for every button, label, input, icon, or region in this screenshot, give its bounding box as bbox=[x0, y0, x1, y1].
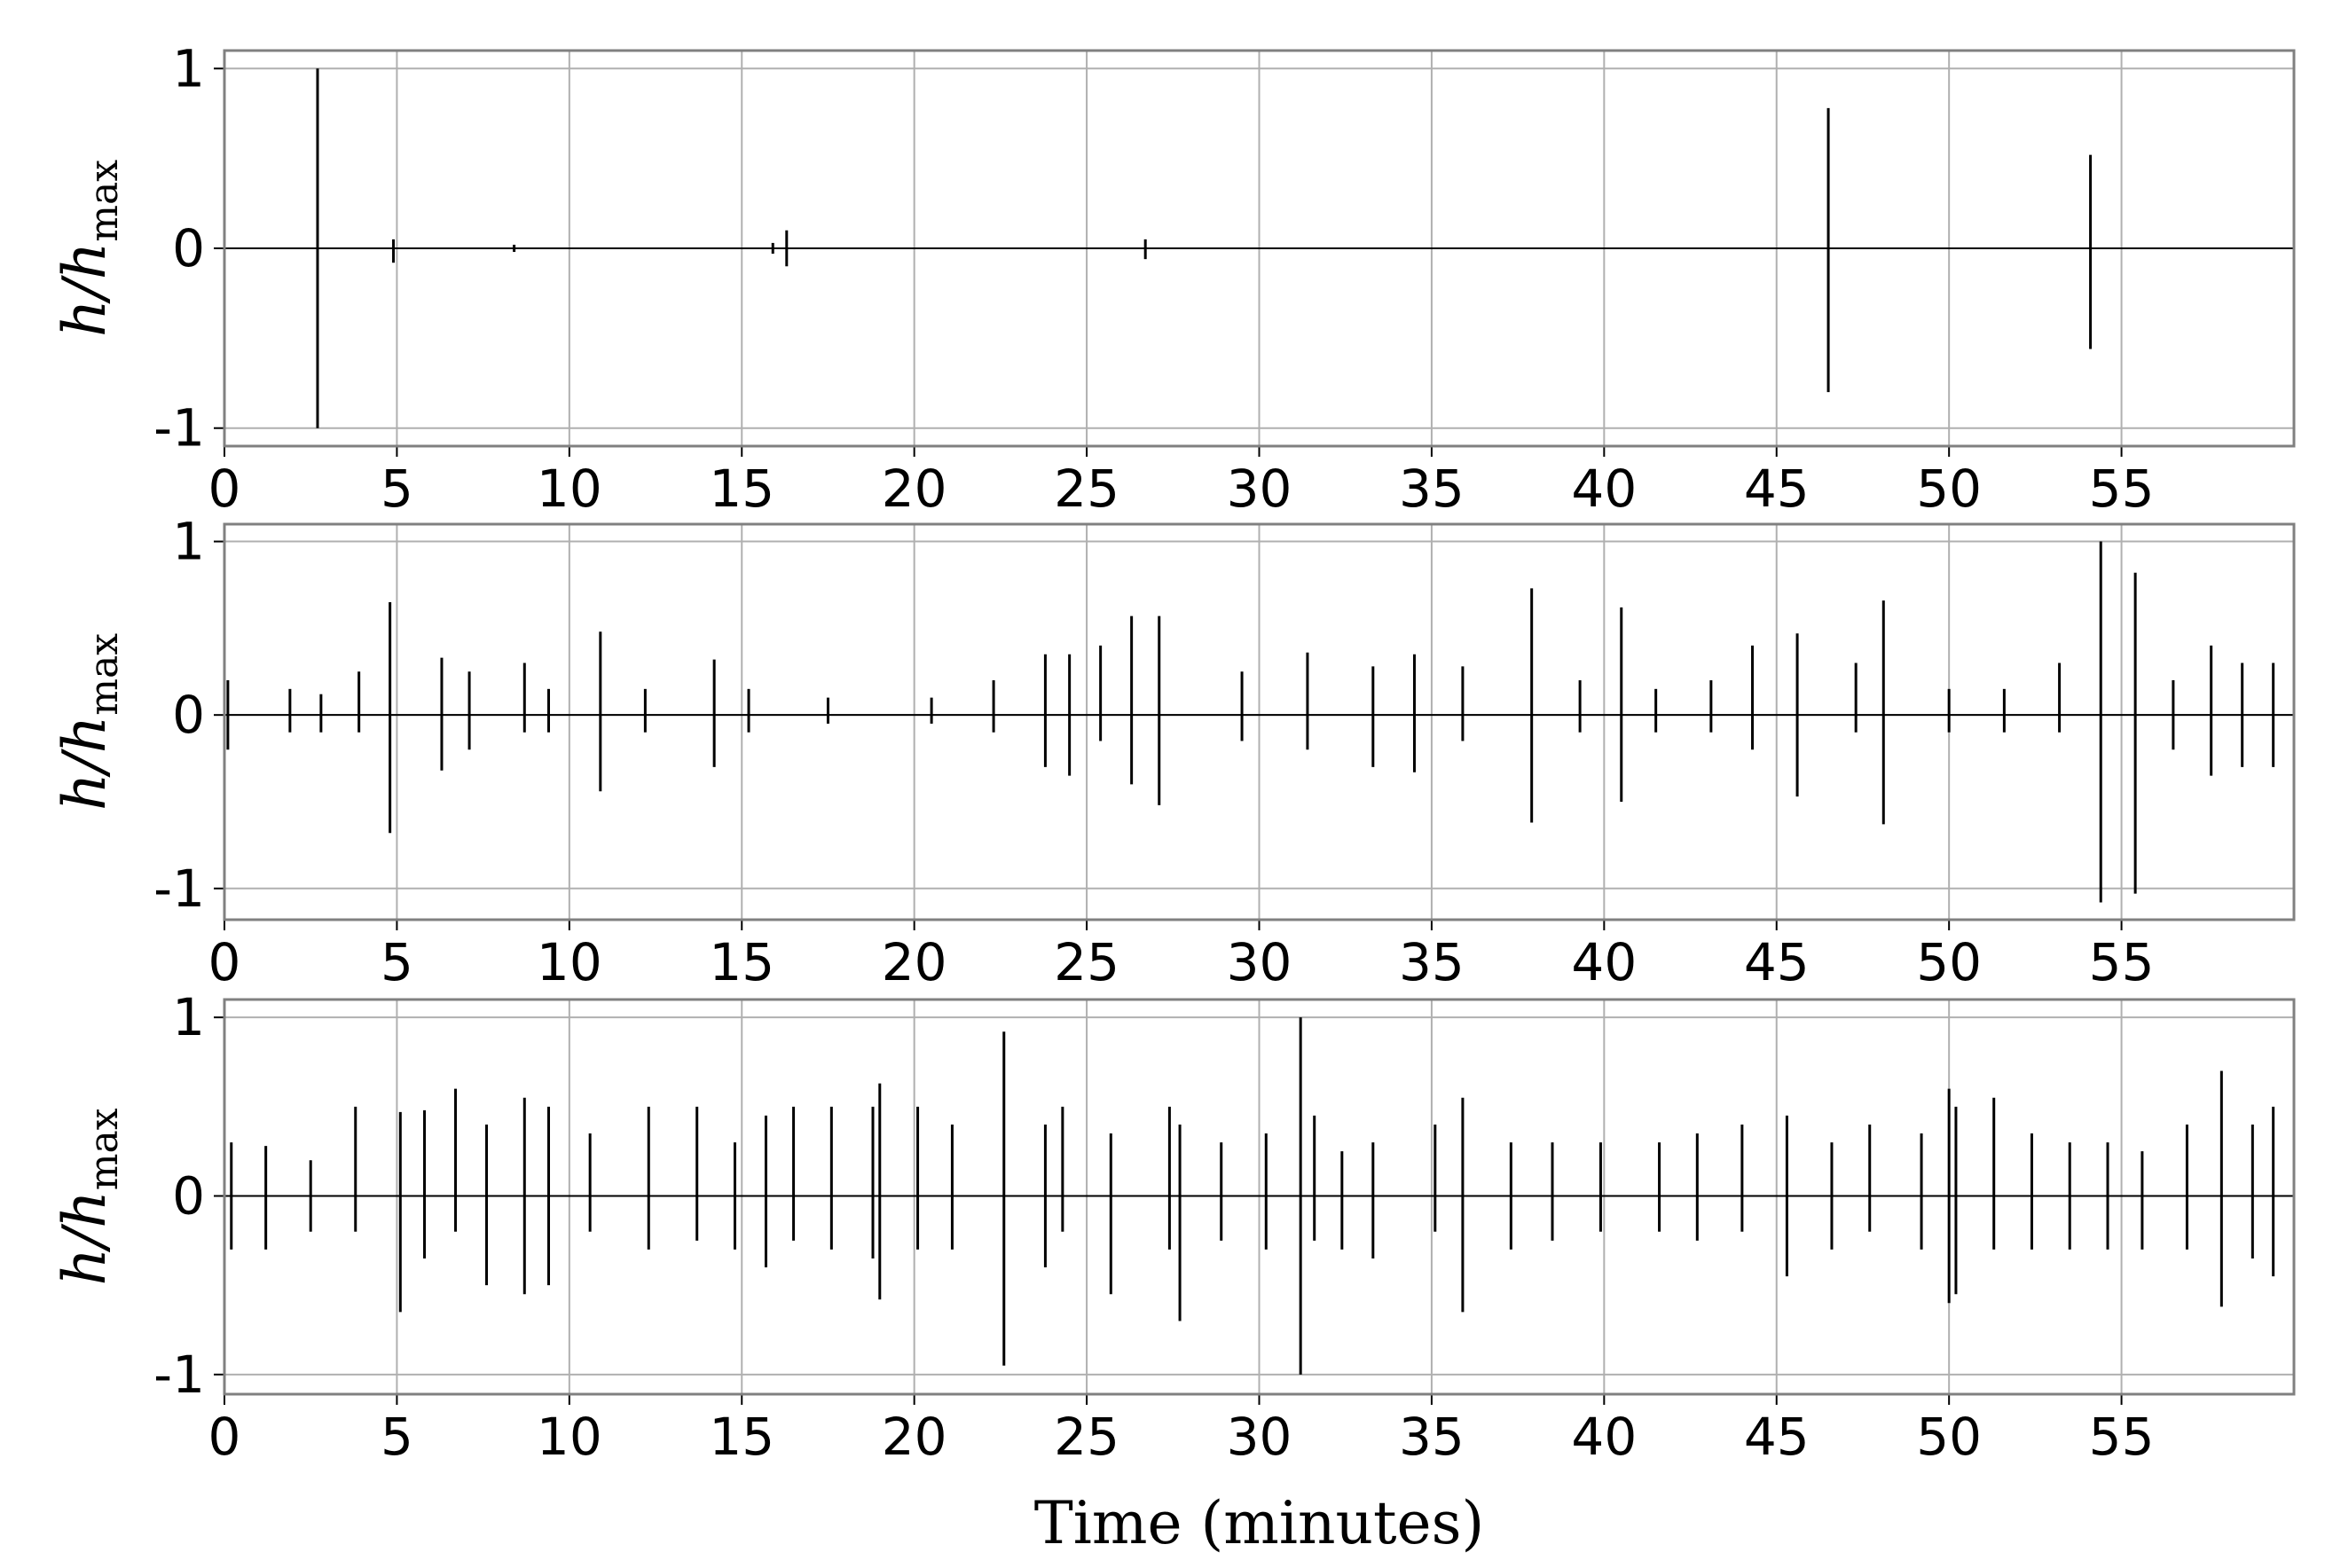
x-tick-label: 45 bbox=[1744, 459, 1810, 519]
x-tick-label: 40 bbox=[1571, 932, 1637, 992]
x-tick-label: 20 bbox=[882, 1407, 947, 1467]
x-tick-label: 40 bbox=[1571, 459, 1637, 519]
x-tick-label: 20 bbox=[882, 459, 947, 519]
y-tick-label: 0 bbox=[172, 685, 205, 745]
x-tick-label: 50 bbox=[1916, 932, 1982, 992]
x-tick-label: 0 bbox=[208, 1407, 241, 1467]
x-tick-label: 15 bbox=[709, 459, 774, 519]
y-label-sub: max bbox=[82, 633, 127, 716]
y-tick-label: -1 bbox=[153, 398, 205, 459]
x-axis-label: Time (minutes) bbox=[1034, 1489, 1484, 1557]
plot-frame bbox=[223, 998, 2296, 1396]
x-tick-label: 35 bbox=[1399, 459, 1465, 519]
x-tick-label: 30 bbox=[1227, 459, 1292, 519]
y-tick-label: 1 bbox=[172, 512, 205, 572]
plot-frame bbox=[223, 49, 2296, 448]
x-tick-label: 10 bbox=[537, 932, 602, 992]
x-tick-label: 5 bbox=[381, 932, 413, 992]
y-tick-label: 0 bbox=[172, 1165, 205, 1226]
x-tick-label: 40 bbox=[1571, 1407, 1637, 1467]
plot-frame bbox=[223, 522, 2296, 921]
x-tick-label: 35 bbox=[1399, 932, 1465, 992]
x-tick-label: 30 bbox=[1227, 1407, 1292, 1467]
x-tick-label: 5 bbox=[381, 459, 413, 519]
x-tick-label: 30 bbox=[1227, 932, 1292, 992]
y-tick-label: -1 bbox=[153, 1345, 205, 1405]
x-tick-label: 0 bbox=[208, 459, 241, 519]
y-tick-label: 0 bbox=[172, 218, 205, 278]
x-tick-label: 45 bbox=[1744, 1407, 1810, 1467]
x-tick-label: 25 bbox=[1054, 459, 1119, 519]
y-tick-label: 1 bbox=[172, 987, 205, 1047]
y-label-sub: max bbox=[82, 1108, 127, 1190]
x-tick-label: 5 bbox=[381, 1407, 413, 1467]
x-tick-label: 50 bbox=[1916, 459, 1982, 519]
x-tick-label: 55 bbox=[2089, 459, 2155, 519]
y-tick-label: -1 bbox=[153, 858, 205, 919]
x-tick-label: 10 bbox=[537, 459, 602, 519]
x-tick-label: 15 bbox=[709, 1407, 774, 1467]
x-tick-label: 20 bbox=[882, 932, 947, 992]
y-tick-label: 1 bbox=[172, 38, 205, 98]
x-tick-label: 55 bbox=[2089, 1407, 2155, 1467]
x-tick-label: 25 bbox=[1054, 932, 1119, 992]
x-tick-label: 55 bbox=[2089, 932, 2155, 992]
x-tick-label: 45 bbox=[1744, 932, 1810, 992]
y-axis-label: h/hmax bbox=[51, 1108, 127, 1285]
y-label-main: h/h bbox=[51, 242, 119, 337]
x-tick-label: 35 bbox=[1399, 1407, 1465, 1467]
y-label-sub: max bbox=[82, 160, 127, 242]
x-tick-label: 15 bbox=[709, 932, 774, 992]
y-axis-label: h/hmax bbox=[51, 160, 127, 337]
x-tick-label: 50 bbox=[1916, 1407, 1982, 1467]
y-label-main: h/h bbox=[51, 1190, 119, 1285]
x-tick-label: 10 bbox=[537, 1407, 602, 1467]
y-axis-label: h/hmax bbox=[51, 633, 127, 811]
y-label-main: h/h bbox=[51, 716, 119, 811]
x-tick-label: 0 bbox=[208, 932, 241, 992]
x-tick-label: 25 bbox=[1054, 1407, 1119, 1467]
